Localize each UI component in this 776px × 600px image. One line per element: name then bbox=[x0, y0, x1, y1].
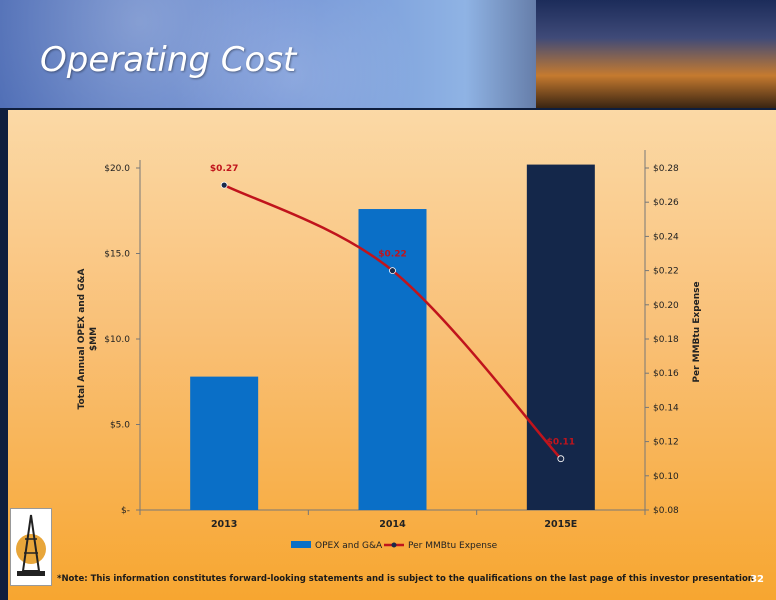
line-point-2013 bbox=[220, 181, 228, 189]
y-axis-title-line: $MM bbox=[89, 327, 99, 351]
y-tick-label-left: $15.0 bbox=[104, 250, 130, 260]
y-axis-title-line: Total Annual OPEX and G&A bbox=[77, 269, 87, 410]
y-tick-label-right: $0.26 bbox=[653, 198, 679, 208]
x-tick-label: 2013 bbox=[211, 519, 237, 530]
y-tick-label-right: $0.24 bbox=[653, 232, 679, 242]
page-title: Operating Cost bbox=[40, 40, 297, 80]
y-tick-label-right: $0.16 bbox=[653, 369, 679, 379]
data-label-2014: $0.22 bbox=[378, 250, 406, 260]
y-tick-label-left: $10.0 bbox=[104, 335, 130, 345]
line-point-2014 bbox=[389, 267, 396, 275]
x-tick-label: 2015E bbox=[544, 519, 577, 530]
y-tick-label-right: $0.28 bbox=[653, 164, 679, 174]
bar-opex-2013 bbox=[190, 376, 259, 510]
y-tick-label-right: $0.10 bbox=[653, 472, 679, 482]
y-tick-label-right: $0.08 bbox=[653, 506, 679, 516]
y-tick-label-left: $5.0 bbox=[110, 421, 130, 431]
header-banner: Operating Cost bbox=[0, 0, 776, 108]
data-label-2015E: $0.11 bbox=[547, 438, 575, 448]
header-oilfield-image bbox=[536, 0, 776, 108]
y-tick-label-right: $0.12 bbox=[653, 438, 679, 448]
legend-label-line: Per MMBtu Expense bbox=[408, 541, 498, 551]
footnote: *Note: This information constitutes forw… bbox=[57, 574, 754, 584]
y-tick-label-right: $0.14 bbox=[653, 403, 679, 413]
y-axis-title-right: Per MMBtu Expense bbox=[692, 281, 702, 382]
data-label-2013: $0.27 bbox=[210, 164, 238, 174]
legend-label-opex: OPEX and G&A bbox=[315, 541, 383, 551]
y-tick-label-left: $- bbox=[121, 506, 130, 516]
bar-opex-2015E bbox=[526, 164, 595, 510]
page-number: 32 bbox=[750, 574, 764, 585]
y-tick-label-right: $0.18 bbox=[653, 335, 679, 345]
legend-swatch-opex bbox=[291, 541, 311, 548]
y-axis-title-left: Total Annual OPEX and G&A $MM bbox=[77, 269, 99, 410]
legend-swatch-marker bbox=[391, 542, 397, 548]
y-tick-label-right: $0.20 bbox=[653, 301, 679, 311]
x-tick-label: 2014 bbox=[379, 519, 406, 530]
y-tick-label-right: $0.22 bbox=[653, 267, 679, 277]
y-tick-label-left: $20.0 bbox=[104, 164, 130, 174]
bar-opex-2014 bbox=[358, 209, 427, 511]
line-point-2015E bbox=[557, 455, 565, 463]
company-logo bbox=[10, 508, 52, 586]
